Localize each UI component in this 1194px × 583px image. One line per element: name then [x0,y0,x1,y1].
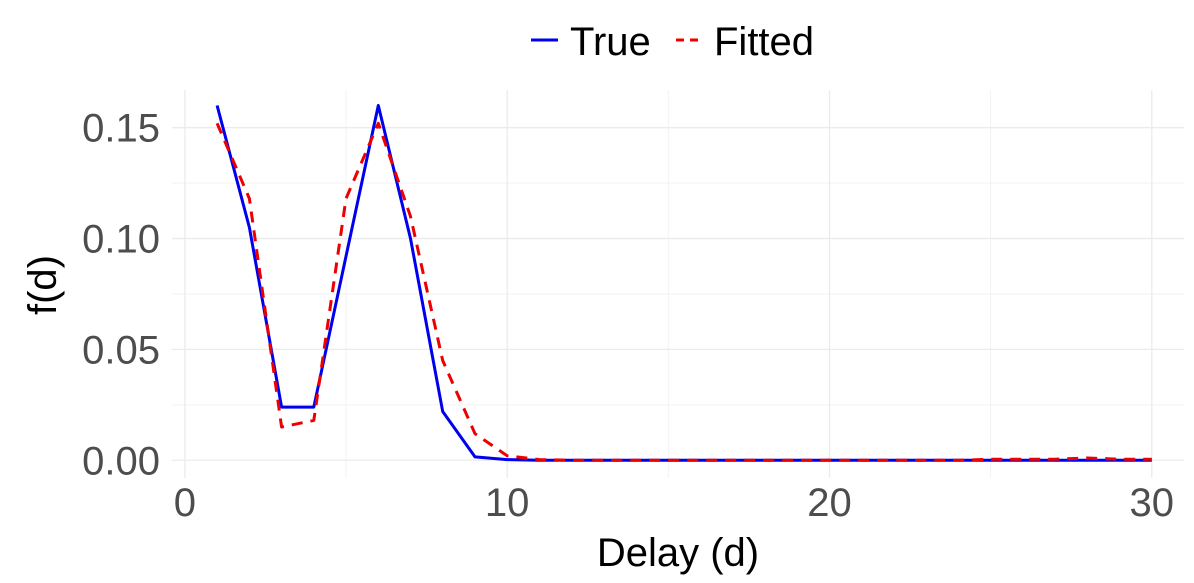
grid [172,90,1184,478]
x-tick-label: 0 [174,481,196,525]
tick-labels: 0 10 20 30 0.00 0.05 0.10 0.15 [82,107,1174,525]
y-tick-label: 0.15 [82,107,160,151]
series-line-true [215,104,1152,462]
plot-series [215,104,1152,462]
y-tick-label: 0.05 [82,328,160,372]
y-axis-title: f(d) [21,255,65,315]
y-tick-label: 0.10 [82,218,160,262]
legend: True Fitted [531,20,814,64]
y-tick-label: 0.00 [82,439,160,483]
legend-label-true: True [570,20,651,64]
series-line-fitted [215,121,1152,462]
x-tick-label: 10 [485,481,530,525]
x-tick-label: 30 [1130,481,1175,525]
x-tick-label: 20 [807,481,852,525]
legend-label-fitted: Fitted [714,20,814,64]
x-axis-title: Delay (d) [597,531,759,575]
